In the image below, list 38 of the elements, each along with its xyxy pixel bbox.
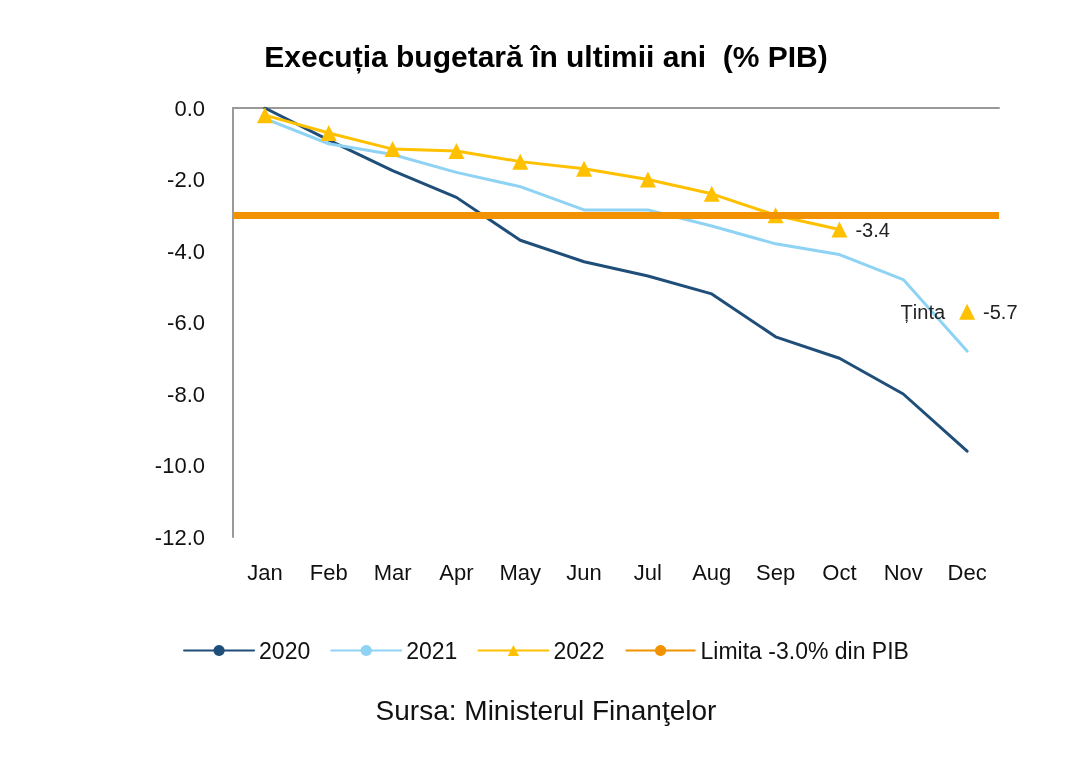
y-tick-label: -4.0	[167, 238, 205, 264]
legend-label: 2020	[259, 637, 311, 664]
x-tick-label: May	[499, 559, 542, 585]
legend-label: Limita -3.0% din PIB	[700, 637, 909, 664]
point	[256, 107, 273, 124]
x-tick-label: Aug	[692, 559, 732, 585]
legend-label: 2021	[406, 637, 458, 664]
x-tick-label: Jun	[566, 559, 602, 585]
point	[639, 171, 656, 188]
x-tick-label: Oct	[822, 559, 857, 585]
y-tick-label: -8.0	[167, 381, 205, 407]
point	[512, 153, 529, 170]
chart-title: Execuția bugetară în ultimii ani (% PIB)	[264, 39, 828, 74]
y-tick-label: -12.0	[154, 524, 205, 550]
point	[959, 303, 976, 320]
x-tick-label: Jan	[247, 559, 283, 585]
x-tick-label: Dec	[947, 559, 987, 585]
x-tick-label: Feb	[309, 559, 348, 585]
annotation: Ținta	[900, 300, 946, 323]
x-tick-label: Sep	[756, 559, 796, 585]
y-tick-label: -6.0	[167, 310, 205, 335]
x-tick-label: Apr	[439, 559, 474, 585]
x-tick-label: Jul	[633, 559, 662, 585]
legend-label: 2022	[553, 637, 605, 664]
point	[831, 221, 848, 238]
text: Sursa: Ministerul Finanţelor	[375, 694, 717, 726]
point	[448, 142, 465, 159]
data-label: -3.4	[855, 218, 890, 241]
data-label: -5.7	[983, 300, 1018, 323]
point	[320, 125, 337, 142]
x-tick-label: Mar	[373, 559, 412, 585]
y-tick-label: -2.0	[167, 167, 205, 192]
point	[576, 160, 593, 177]
y-tick-label: -10.0	[154, 453, 205, 478]
point	[384, 141, 401, 158]
x-tick-label: Nov	[883, 559, 923, 585]
y-tick-label: 0.0	[174, 95, 205, 121]
point	[703, 185, 720, 202]
